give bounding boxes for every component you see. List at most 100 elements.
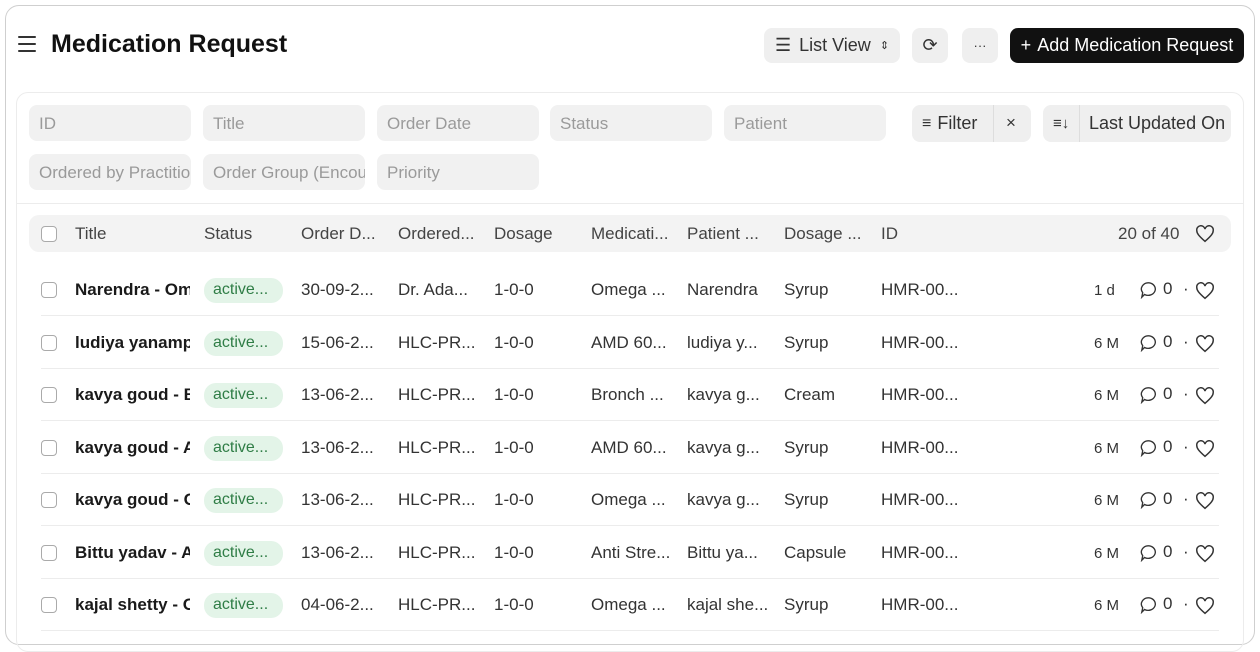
separator-dot: · <box>1183 436 1189 456</box>
column-header-dosage[interactable]: Dosage <box>494 224 553 243</box>
cell-patient: Bittu ya... <box>687 542 758 562</box>
modified-time: 6 M <box>1094 387 1120 404</box>
comment-icon[interactable] <box>1140 544 1158 562</box>
row-checkbox[interactable] <box>41 387 57 403</box>
cell-patient: kavya g... <box>687 385 760 404</box>
cell-medication: Omega ... <box>591 595 666 614</box>
row-divider <box>41 420 1219 421</box>
list-panel <box>16 92 1244 652</box>
add-medication-request-button[interactable]: + Add Medication Request <box>1010 28 1244 63</box>
refresh-icon: ⟳ <box>922 35 938 55</box>
cell-patient: Narendra <box>687 280 758 299</box>
row-checkbox[interactable] <box>41 334 57 351</box>
menu-icon[interactable] <box>18 36 36 52</box>
select-all-checkbox[interactable] <box>41 226 57 242</box>
comment-icon[interactable] <box>1140 386 1158 404</box>
practitioner-filter-input[interactable]: Ordered by Practitioner <box>29 154 191 190</box>
row-checkbox[interactable] <box>41 544 57 561</box>
cell-id: HMR-00... <box>881 332 959 352</box>
comment-icon[interactable] <box>1140 491 1158 509</box>
priority-filter-input[interactable]: Priority <box>377 154 539 190</box>
column-header-order-date[interactable]: Order D... <box>301 224 376 243</box>
sort-direction-icon[interactable]: ≡↓ <box>1053 115 1070 132</box>
cell-title[interactable]: Narendra - Omega <box>75 280 190 299</box>
modified-time: 6 M <box>1094 492 1120 509</box>
cell-dosage-form: Syrup <box>784 595 829 614</box>
column-header-ordered-by[interactable]: Ordered... <box>398 224 475 243</box>
title-filter-input[interactable]: Title <box>203 105 365 141</box>
separator-dot: · <box>1183 489 1189 508</box>
cell-title[interactable]: kajal shetty - Omega <box>75 595 190 614</box>
more-icon: ··· <box>973 38 987 53</box>
modified-time: 6 M <box>1094 439 1120 457</box>
cell-title[interactable]: kavya goud - AMD <box>75 437 190 457</box>
heart-icon[interactable] <box>1195 544 1215 563</box>
column-header-id[interactable]: ID <box>881 224 898 243</box>
cell-dosage: 1-0-0 <box>494 385 534 404</box>
column-header-patient[interactable]: Patient ... <box>687 224 759 243</box>
status-badge: active... <box>204 330 283 356</box>
plus-icon: + <box>1020 35 1032 55</box>
comment-count: 0 <box>1163 436 1173 456</box>
row-checkbox[interactable] <box>41 282 57 298</box>
order-date-filter-input[interactable]: Order Date <box>377 105 539 141</box>
table-header <box>29 215 1231 252</box>
cell-id: HMR-00... <box>881 595 959 614</box>
id-filter-input[interactable]: ID <box>29 105 191 141</box>
cell-title[interactable]: Bittu yadav - Anti <box>75 542 190 562</box>
cell-order-date: 30-09-2... <box>301 280 374 299</box>
row-checkbox[interactable] <box>41 597 57 613</box>
modified-time: 6 M <box>1094 334 1120 352</box>
comment-icon[interactable] <box>1140 334 1158 352</box>
comment-icon[interactable] <box>1140 281 1158 299</box>
column-header-status[interactable]: Status <box>204 224 253 243</box>
separator-dot: · <box>1183 594 1189 613</box>
cell-id: HMR-00... <box>881 280 959 299</box>
heart-icon[interactable] <box>1195 597 1215 615</box>
status-filter-input[interactable]: Status <box>550 105 712 141</box>
heart-icon[interactable] <box>1195 439 1215 458</box>
heart-icon[interactable] <box>1195 334 1215 353</box>
cell-medication: Bronch ... <box>591 385 664 404</box>
separator-dot: · <box>1183 331 1189 351</box>
row-checkbox[interactable] <box>41 492 57 508</box>
cell-ordered-by: HLC-PR... <box>398 542 476 562</box>
cell-dosage-form: Capsule <box>784 542 847 562</box>
order-group-filter-input[interactable]: Order Group (Encounter) <box>203 154 365 190</box>
modified-time: 1 d <box>1094 282 1115 299</box>
comment-icon[interactable] <box>1140 439 1158 457</box>
heart-icon[interactable] <box>1195 225 1215 243</box>
add-label: Add Medication Request <box>1037 35 1234 55</box>
column-header-dosage-form[interactable]: Dosage ... <box>784 224 862 243</box>
status-badge: active... <box>204 593 283 618</box>
comment-count: 0 <box>1163 279 1173 298</box>
refresh-button[interactable]: ⟳ <box>912 28 948 63</box>
column-header-title[interactable]: Title <box>75 224 107 243</box>
cell-title[interactable]: kavya goud - Bronch <box>75 385 190 404</box>
heart-icon[interactable] <box>1195 282 1215 300</box>
patient-filter-input[interactable]: Patient <box>724 105 886 141</box>
filter-button[interactable]: ≡ Filter × <box>912 105 1031 142</box>
clear-filter-icon[interactable]: × <box>1006 113 1016 132</box>
list-icon: ☰ <box>774 35 792 55</box>
row-divider <box>41 525 1219 526</box>
cell-title[interactable]: kavya goud - Omega <box>75 490 190 509</box>
row-checkbox[interactable] <box>41 439 57 456</box>
cell-title[interactable]: ludiya yanampally <box>75 332 190 352</box>
cell-dosage-form: Syrup <box>784 437 829 457</box>
cell-order-date: 04-06-2... <box>301 595 374 614</box>
row-divider <box>41 630 1219 631</box>
list-view-select[interactable]: ☰ List View ⇕ <box>764 28 900 63</box>
cell-order-date: 15-06-2... <box>301 332 374 352</box>
separator-dot: · <box>1183 541 1189 561</box>
more-button[interactable]: ··· <box>962 28 998 63</box>
comment-count: 0 <box>1163 384 1173 403</box>
heart-icon[interactable] <box>1195 492 1215 510</box>
column-header-medication[interactable]: Medicati... <box>591 224 669 243</box>
cell-patient: kavya g... <box>687 437 760 457</box>
heart-icon[interactable] <box>1195 387 1215 405</box>
comment-icon[interactable] <box>1140 596 1158 614</box>
row-divider <box>41 315 1219 316</box>
result-count: 20 of 40 <box>1118 224 1180 243</box>
sort-button[interactable]: ≡↓ Last Updated On <box>1043 105 1231 142</box>
